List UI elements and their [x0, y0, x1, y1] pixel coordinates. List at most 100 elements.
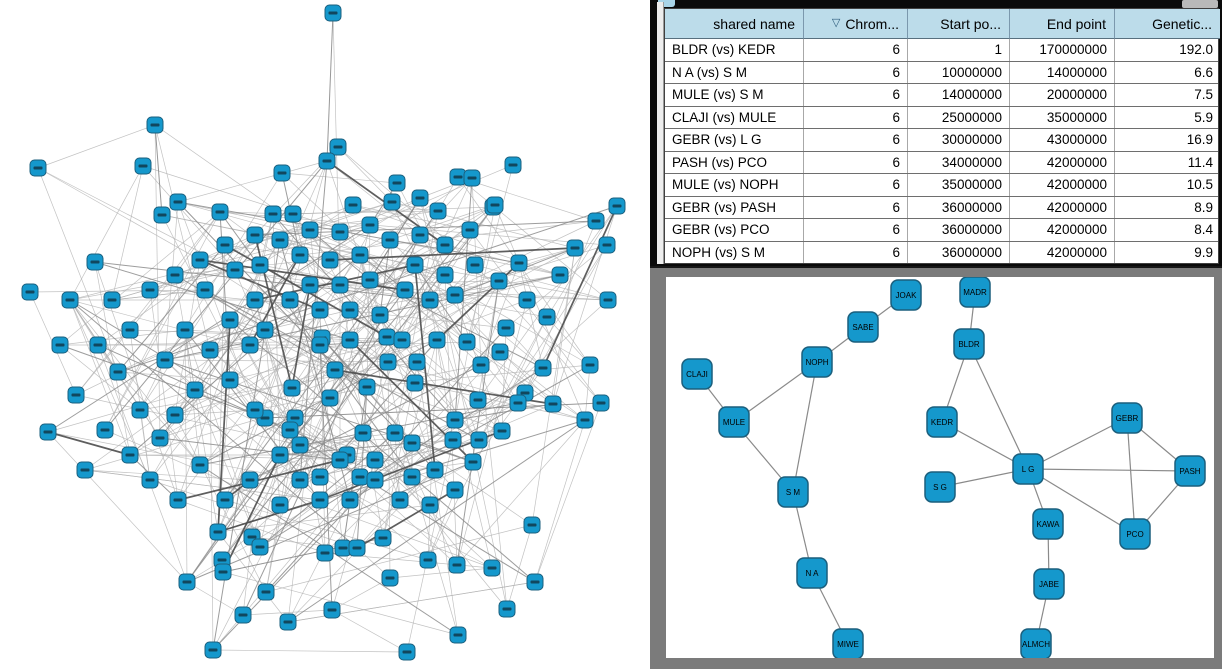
hairball-node[interactable] — [354, 424, 372, 442]
node-shape[interactable] — [777, 476, 809, 508]
hairball-node[interactable] — [109, 363, 127, 381]
network-edge-L G-GEBR[interactable] — [1027, 417, 1128, 470]
hairball-node[interactable] — [273, 164, 291, 182]
hairball-node[interactable] — [169, 491, 187, 509]
hairball-node[interactable] — [151, 429, 169, 447]
hairball-node[interactable] — [421, 291, 439, 309]
hairball-node[interactable] — [251, 256, 269, 274]
column-header-sharedname[interactable]: shared name — [665, 9, 804, 39]
hairball-node[interactable] — [246, 291, 264, 309]
hairball-node[interactable] — [271, 446, 289, 464]
hairball-node[interactable] — [361, 271, 379, 289]
hairball-node[interactable] — [551, 266, 569, 284]
hairball-node[interactable] — [429, 202, 447, 220]
hairball-node[interactable] — [509, 394, 527, 412]
hairball-node[interactable] — [446, 286, 464, 304]
hairball-node[interactable] — [166, 406, 184, 424]
network-edge-L G-PCO[interactable] — [1027, 468, 1136, 535]
hairball-node[interactable] — [301, 276, 319, 294]
hairball-node[interactable] — [393, 331, 411, 349]
hairball-node[interactable] — [156, 351, 174, 369]
network-node-kedr[interactable]: KEDR — [926, 406, 958, 438]
network-node-claji[interactable]: CLAJI — [681, 358, 713, 390]
hairball-node[interactable] — [301, 221, 319, 239]
network-node-kawa[interactable]: KAWA — [1032, 508, 1064, 540]
hairball-node[interactable] — [51, 336, 69, 354]
hairball-node[interactable] — [383, 193, 401, 211]
node-shape[interactable] — [847, 311, 879, 343]
column-header-endpoint[interactable]: End point — [1010, 9, 1115, 39]
network-node-jabe[interactable]: JABE — [1033, 568, 1065, 600]
hairball-node[interactable] — [291, 436, 309, 454]
hairball-node[interactable] — [221, 311, 239, 329]
hairball-node[interactable] — [326, 361, 344, 379]
hairball-node[interactable] — [341, 331, 359, 349]
hairball-node[interactable] — [428, 331, 446, 349]
node-shape[interactable] — [953, 328, 985, 360]
node-shape[interactable] — [926, 406, 958, 438]
hairball-node[interactable] — [321, 251, 339, 269]
hairball-node[interactable] — [321, 389, 339, 407]
network-node-madr[interactable]: MADR — [959, 277, 991, 308]
node-shape[interactable] — [796, 557, 828, 589]
hairball-node[interactable] — [176, 321, 194, 339]
hairball-node[interactable] — [341, 491, 359, 509]
node-shape[interactable] — [1020, 628, 1052, 658]
network-edge-L G-PASH[interactable] — [1027, 468, 1191, 472]
table-row[interactable]: BLDR (vs) KEDR 6 1 170000000 192.0 — [665, 39, 1218, 62]
node-shape[interactable] — [1119, 518, 1151, 550]
hairball-node[interactable] — [271, 231, 289, 249]
hairball-node[interactable] — [592, 394, 610, 412]
hairball-node[interactable] — [419, 551, 437, 569]
hairball-node[interactable] — [341, 301, 359, 319]
hairball-node[interactable] — [490, 272, 508, 290]
hairball-node[interactable] — [406, 374, 424, 392]
hairball-node[interactable] — [381, 569, 399, 587]
hairball-node[interactable] — [103, 291, 121, 309]
hairball-node[interactable] — [491, 343, 509, 361]
hairball-node[interactable] — [426, 461, 444, 479]
hairball-node[interactable] — [21, 283, 39, 301]
hairball-node[interactable] — [186, 381, 204, 399]
hairball-node[interactable] — [191, 251, 209, 269]
node-shape[interactable] — [1174, 455, 1206, 487]
hairball-node[interactable] — [324, 4, 342, 22]
hairball-node[interactable] — [316, 544, 334, 562]
hairball-node[interactable] — [284, 205, 302, 223]
hairball-node[interactable] — [86, 253, 104, 271]
hairball-node[interactable] — [403, 434, 421, 452]
network-node-gebr[interactable]: GEBR — [1111, 402, 1143, 434]
node-shape[interactable] — [1012, 453, 1044, 485]
hairball-node[interactable] — [318, 152, 336, 170]
hairball-node[interactable] — [398, 643, 416, 661]
hairball-node[interactable] — [153, 206, 171, 224]
hairball-node[interactable] — [463, 169, 481, 187]
node-shape[interactable] — [890, 279, 922, 311]
main-network-view[interactable] — [0, 0, 650, 669]
hairball-node[interactable] — [226, 261, 244, 279]
node-shape[interactable] — [681, 358, 713, 390]
hairball-node[interactable] — [351, 246, 369, 264]
hairball-node[interactable] — [523, 516, 541, 534]
hairball-node[interactable] — [241, 336, 259, 354]
hairball-node[interactable] — [166, 266, 184, 284]
hairball-node[interactable] — [178, 573, 196, 591]
hairball-node[interactable] — [379, 353, 397, 371]
network-node-s-g[interactable]: S G — [924, 471, 956, 503]
hairball-node[interactable] — [518, 291, 536, 309]
hairball-node[interactable] — [121, 321, 139, 339]
hairball-node[interactable] — [371, 306, 389, 324]
hairball-node[interactable] — [469, 391, 487, 409]
column-header-chrom[interactable]: ▽ Chrom... — [804, 9, 908, 39]
table-row[interactable]: GEBR (vs) PCO 6 36000000 42000000 8.4 — [665, 219, 1218, 242]
hairball-node[interactable] — [214, 563, 232, 581]
scrollbar-fragment[interactable] — [1182, 0, 1218, 8]
network-node-sabe[interactable]: SABE — [847, 311, 879, 343]
hairball-node[interactable] — [216, 491, 234, 509]
hairball-node[interactable] — [196, 281, 214, 299]
network-node-n-a[interactable]: N A — [796, 557, 828, 589]
hairball-node[interactable] — [61, 291, 79, 309]
hairball-node[interactable] — [510, 254, 528, 272]
hairball-node[interactable] — [96, 421, 114, 439]
hairball-node[interactable] — [464, 453, 482, 471]
